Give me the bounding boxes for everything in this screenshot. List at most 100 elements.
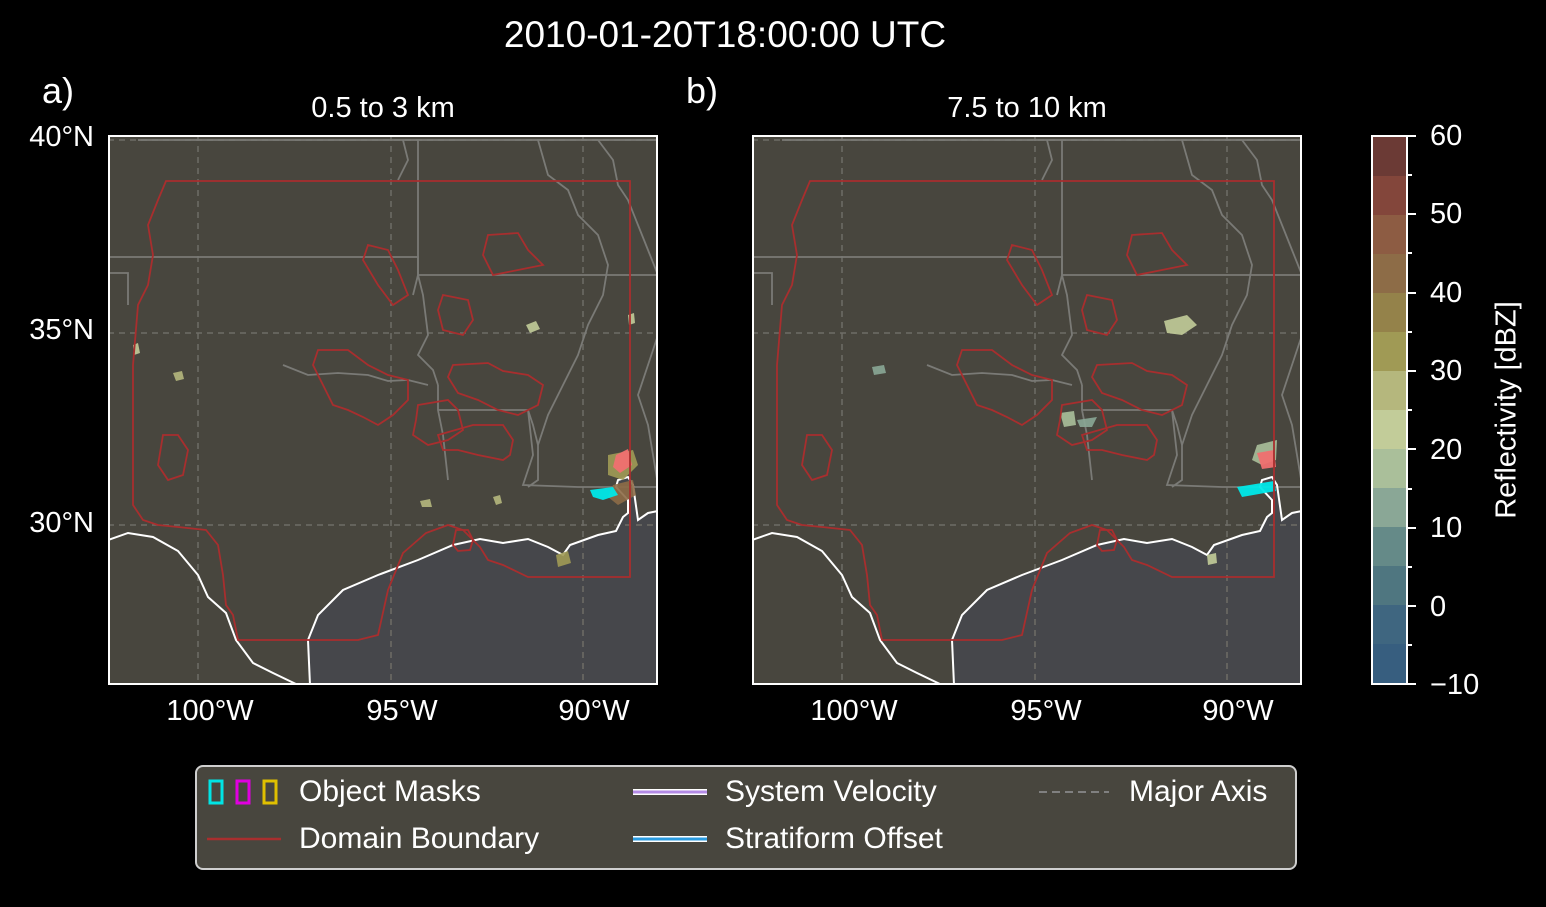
state-border — [752, 272, 773, 305]
colorbar-tick: 0 — [1430, 591, 1447, 623]
object-mask-cyan — [1237, 481, 1276, 497]
colorbar-segment — [1373, 605, 1406, 644]
colorbar-tick: 40 — [1430, 277, 1463, 309]
colorbar-tick: 50 — [1430, 198, 1463, 230]
object-masks-swatch-icon — [208, 779, 278, 805]
reflectivity-echo — [1207, 553, 1217, 565]
colorbar-segment — [1373, 527, 1406, 566]
reflectivity-echo — [1077, 417, 1097, 427]
colorbar — [1371, 135, 1408, 685]
colorbar-label: Reflectivity [dBZ] — [1490, 301, 1523, 519]
state-border — [108, 272, 129, 305]
state-border — [537, 139, 609, 446]
reflectivity-echo — [608, 480, 636, 505]
domain-boundary-line-icon — [207, 837, 281, 841]
coastline — [752, 531, 943, 685]
colorbar-tick: 60 — [1430, 120, 1463, 152]
colorbar-segment — [1373, 293, 1406, 332]
state-border — [1281, 334, 1302, 486]
lon-label-a-95: 95°W — [366, 695, 438, 727]
coastline — [950, 475, 1302, 685]
colorbar-segment — [1373, 566, 1406, 605]
legend-stratiform-offset-label: Stratiform Offset — [725, 822, 943, 855]
panel-a-subtitle: 0.5 to 3 km — [311, 92, 455, 124]
state-border — [527, 445, 539, 488]
gulf-of-mexico — [308, 477, 658, 685]
map-panel-b — [752, 135, 1302, 685]
reflectivity-echo — [526, 321, 540, 333]
colorbar-segment — [1373, 215, 1406, 254]
panel-b-subtitle: 7.5 to 10 km — [947, 92, 1107, 124]
reflectivity-echo — [420, 499, 432, 507]
reflectivity-echo — [872, 365, 886, 375]
coastline — [108, 531, 299, 685]
state-border — [637, 334, 658, 486]
lat-label-40: 40°N — [29, 121, 94, 153]
state-border — [438, 409, 539, 446]
state-border — [1041, 139, 1053, 181]
legend-system-velocity: System Velocity — [633, 775, 937, 809]
legend-system-velocity-label: System Velocity — [725, 775, 937, 808]
panel-frame — [752, 135, 1302, 685]
colorbar-segment — [1373, 332, 1406, 371]
object-mask-cyan — [590, 487, 618, 500]
lon-label-a-90: 90°W — [558, 695, 630, 727]
reflectivity-echo — [1060, 411, 1076, 427]
state-border — [412, 274, 419, 296]
colorbar-tick: −10 — [1430, 669, 1480, 701]
lon-label-b-95: 95°W — [1010, 695, 1082, 727]
legend-major-axis-label: Major Axis — [1129, 775, 1268, 808]
colorbar-segment — [1373, 371, 1406, 410]
colorbar-segment — [1373, 488, 1406, 527]
object-mask-red — [613, 449, 632, 473]
state-border — [1171, 445, 1183, 488]
state-border — [1181, 139, 1253, 446]
legend-stratiform-offset: Stratiform Offset — [633, 822, 943, 856]
gulf-of-mexico — [952, 477, 1302, 685]
lat-label-30: 30°N — [29, 507, 94, 539]
state-border — [1082, 409, 1183, 446]
lon-label-a-100: 100°W — [166, 695, 254, 727]
stratiform-offset-line-icon — [633, 836, 707, 842]
colorbar-tick: 20 — [1430, 434, 1463, 466]
system-velocity-line-icon — [633, 789, 707, 795]
state-border — [597, 139, 658, 276]
reflectivity-echo — [1164, 315, 1197, 335]
figure-title: 2010-01-20T18:00:00 UTC — [503, 14, 947, 55]
state-border — [397, 139, 409, 181]
reflectivity-echo — [493, 495, 502, 505]
legend-domain-boundary: Domain Boundary — [207, 822, 539, 856]
colorbar-segment — [1373, 176, 1406, 215]
legend-object-masks: Object Masks — [207, 775, 481, 809]
colorbar-segment — [1373, 644, 1406, 683]
legend: Object Masks Domain Boundary System Velo… — [195, 765, 1297, 870]
colorbar-tick: 30 — [1430, 355, 1463, 387]
map-panel-a — [108, 135, 658, 685]
panel-a-label: a) — [42, 70, 75, 111]
lon-label-b-100: 100°W — [810, 695, 898, 727]
colorbar-segment — [1373, 449, 1406, 488]
reflectivity-echo — [173, 371, 184, 381]
state-border — [1056, 274, 1063, 296]
panel-frame — [108, 135, 658, 685]
state-border — [437, 385, 449, 481]
reflectivity-echo — [556, 551, 571, 567]
major-axis-line-icon — [1039, 791, 1109, 793]
lon-label-b-90: 90°W — [1202, 695, 1274, 727]
state-border — [521, 409, 658, 488]
domain-boundary — [132, 180, 631, 641]
panel-b-label: b) — [686, 70, 719, 111]
legend-object-masks-label: Object Masks — [299, 775, 481, 808]
state-border — [1241, 139, 1302, 276]
colorbar-tick-marks — [1406, 135, 1416, 685]
colorbar-segment — [1373, 410, 1406, 449]
lat-label-35: 35°N — [29, 314, 94, 346]
object-mask-red — [1257, 450, 1276, 469]
coastline — [306, 475, 658, 685]
colorbar-tick: 10 — [1430, 512, 1463, 544]
colorbar-segment — [1373, 254, 1406, 293]
reflectivity-echo — [628, 313, 635, 325]
legend-major-axis: Major Axis — [1037, 775, 1267, 809]
state-border — [1060, 274, 1083, 386]
domain-boundary — [776, 180, 1275, 641]
